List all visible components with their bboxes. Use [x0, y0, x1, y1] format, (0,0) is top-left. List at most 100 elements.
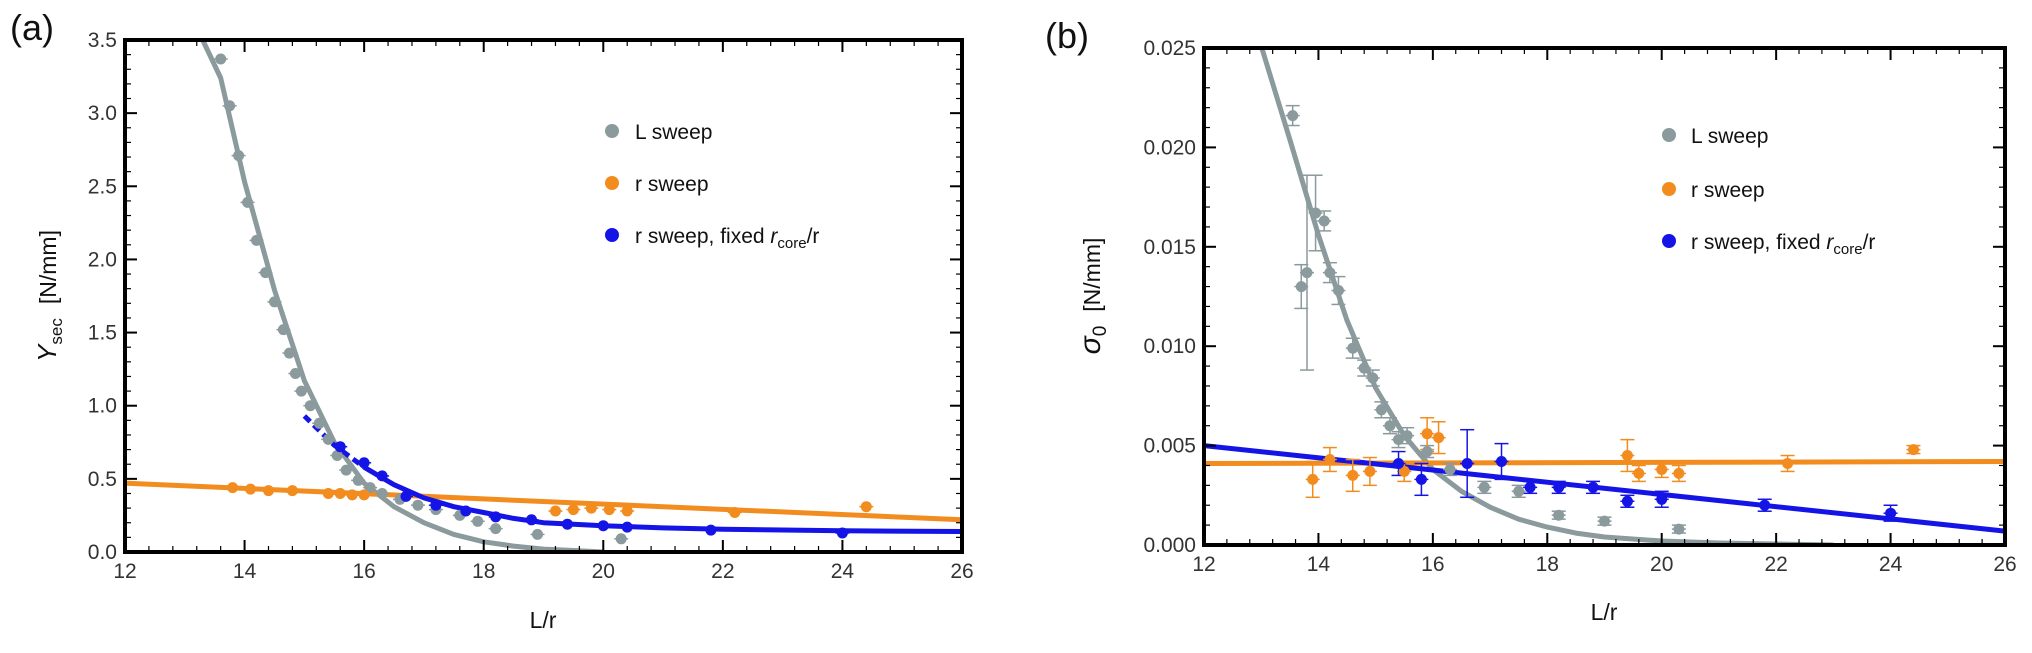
y-tick-label: 1.5 [88, 322, 117, 345]
point-orange [729, 507, 741, 518]
panel-b-legend-marker-orange [1662, 182, 1676, 196]
point-gray [304, 400, 316, 412]
panel-b-ylabel-unit: [N/mm] [1079, 238, 1105, 312]
point-gray [322, 433, 334, 445]
point-blue [1656, 493, 1668, 505]
point-blue [400, 490, 412, 502]
x-tick-label: 16 [1421, 553, 1444, 576]
panel-a-label: (a) [10, 7, 54, 48]
point-gray [490, 523, 502, 535]
panel-a-legend-label-1: L sweep [635, 121, 712, 144]
point-blue [460, 505, 472, 517]
point-blue [597, 520, 609, 532]
point-gray [1673, 523, 1685, 535]
point-gray [1310, 207, 1322, 219]
point-gray [532, 528, 543, 540]
point-gray [233, 150, 245, 162]
y-tick-label: 0.025 [1143, 37, 1196, 60]
point-gray [364, 482, 376, 494]
panel-a-points [215, 53, 872, 545]
point-orange [1364, 465, 1376, 477]
point-gray [472, 515, 484, 527]
y-tick-label: 0.015 [1143, 236, 1196, 259]
x-tick-label: 22 [711, 560, 734, 583]
panel-a: (a) 12 14 16 18 20 22 24 26 0.0 0.5 1.0 1.5 2.0 2.5 3.… [10, 7, 974, 633]
point-orange [1307, 473, 1319, 485]
point-orange [1621, 450, 1633, 461]
point-orange [245, 483, 256, 495]
point-gray [340, 464, 352, 476]
panel-b-legend-marker-gray [1662, 128, 1676, 142]
point-gray [1421, 446, 1433, 458]
panel-a-legend: L sweep r sweep r sweep, fixed rcore/r [605, 121, 819, 252]
panel-b-ticks: 12 14 16 18 20 22 24 26 0.000 0.005 0.010 0.015 0.02… [1143, 37, 2016, 576]
panel-a-ticks: 12 14 16 18 20 22 24 26 0.0 0.5 1.0 1.5 2.0 2.5 3.0 3.5 [88, 29, 974, 583]
panel-b-legend-label-1: L sweep [1691, 125, 1768, 148]
y-tick-label: 0.000 [1143, 534, 1196, 557]
point-gray [1375, 404, 1387, 416]
point-orange [1656, 464, 1668, 475]
panel-a-legend-marker-orange [605, 176, 619, 190]
panel-b-label: (b) [1045, 15, 1089, 56]
point-gray [1301, 267, 1313, 279]
y-tick-label: 1.0 [88, 395, 117, 418]
point-blue [1415, 473, 1427, 485]
point-orange [1673, 467, 1685, 479]
point-gray [251, 234, 262, 246]
panel-b-ylabel-sub: 0 [1090, 326, 1111, 337]
point-gray [376, 488, 388, 499]
x-tick-label: 18 [1536, 553, 1559, 576]
y-tick-label: 0.005 [1143, 435, 1196, 458]
point-orange [1633, 467, 1645, 479]
y-tick-label: 0.5 [88, 468, 117, 491]
point-orange [567, 504, 579, 516]
point-blue [1621, 495, 1633, 507]
point-blue [1461, 458, 1473, 469]
fit-gray-line [1259, 48, 1834, 545]
point-gray [1318, 215, 1330, 227]
point-gray [1347, 342, 1359, 354]
point-gray [1478, 481, 1490, 493]
x-tick-label: 24 [831, 560, 855, 583]
fit-orange-line [1204, 459, 2005, 466]
point-blue [1587, 481, 1599, 493]
panel-a-fits [125, 40, 962, 552]
y-tick-label: 2.0 [88, 248, 117, 271]
point-gray [242, 196, 254, 208]
point-gray [1513, 485, 1525, 497]
point-gray [1367, 372, 1379, 384]
point-gray [313, 417, 325, 429]
panel-a-legend-marker-blue [605, 228, 619, 242]
point-gray [289, 368, 301, 379]
panel-b-legend-marker-blue [1662, 234, 1676, 248]
point-blue [358, 457, 370, 469]
point-blue [836, 527, 848, 539]
point-gray [1384, 420, 1396, 432]
point-orange [263, 485, 274, 497]
panel-b-fits [1204, 48, 2005, 545]
point-orange [1347, 469, 1359, 481]
point-gray [224, 100, 236, 112]
point-gray [1324, 267, 1336, 279]
point-blue [1393, 458, 1404, 469]
point-gray [1358, 362, 1370, 374]
point-orange [1421, 428, 1433, 440]
panel-a-error-bars [213, 58, 874, 540]
panel-a-frame [123, 38, 964, 554]
x-tick-label: 26 [1993, 553, 2016, 576]
point-blue [526, 514, 537, 526]
y-tick-label: 0.010 [1143, 335, 1196, 358]
panel-a-xlabel: L/r [530, 607, 557, 633]
y-tick-label: 0.0 [88, 541, 117, 564]
x-tick-label: 14 [233, 560, 257, 583]
point-gray [1287, 110, 1299, 122]
point-orange [358, 489, 370, 501]
x-tick-label: 20 [592, 560, 615, 583]
panel-a-legend-label-2: r sweep [635, 173, 709, 196]
point-gray [283, 347, 295, 359]
point-gray [1444, 464, 1456, 475]
point-blue [1496, 456, 1507, 467]
svg-text:Ysec[N/mm]: Ysec [N/mm] [32, 230, 66, 362]
point-blue [334, 441, 346, 453]
panel-a-legend-label-3: r sweep, fixed rcore/r [635, 225, 819, 252]
